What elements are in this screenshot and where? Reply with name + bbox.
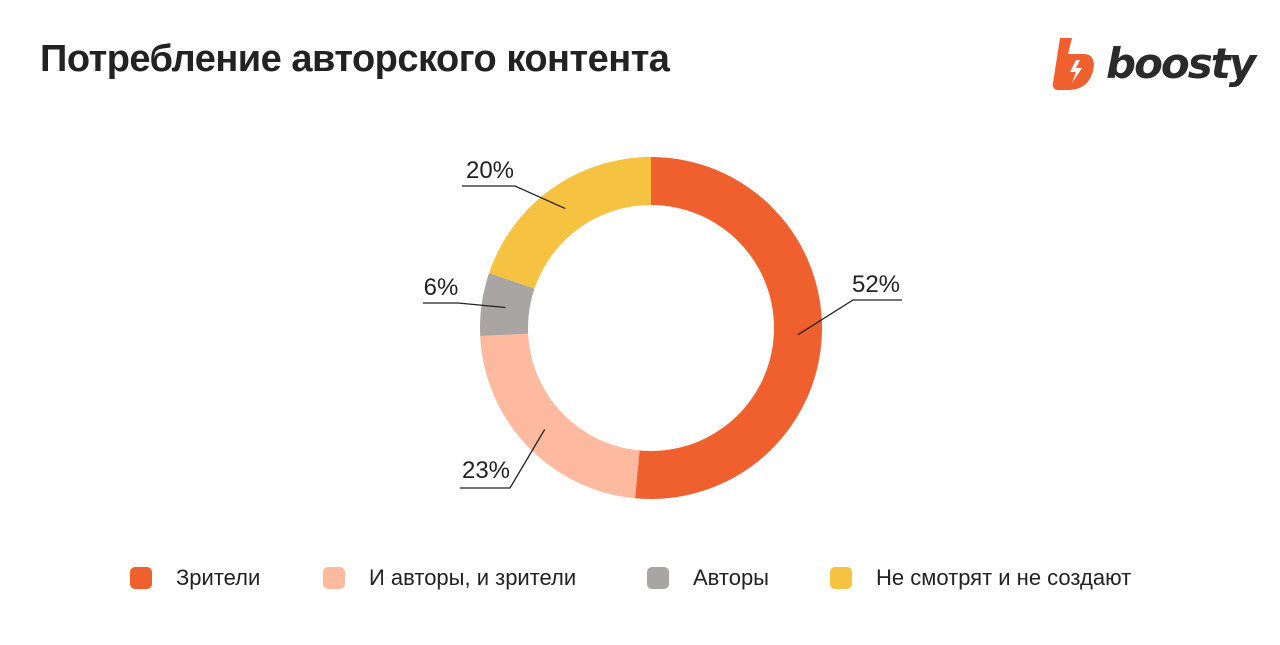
- donut-slice: [489, 157, 651, 289]
- leader-line: [460, 429, 546, 489]
- boosty-wordmark: boosty: [1106, 39, 1256, 88]
- data-label: 6%: [424, 274, 459, 301]
- leader-line: [423, 302, 506, 309]
- chart-legend: Зрители И авторы, и зрители Авторы Не см…: [0, 565, 1280, 597]
- donut-slice: [480, 333, 640, 499]
- legend-label: Не смотрят и не создают: [876, 565, 1132, 590]
- legend-label: И авторы, и зрители: [369, 565, 577, 590]
- donut-slice: [480, 273, 535, 336]
- legend-item-authors-and-viewers: И авторы, и зрители: [323, 565, 576, 591]
- legend-item-authors: Авторы: [647, 565, 769, 591]
- boosty-bolt-icon: [1052, 38, 1094, 90]
- legend-item-viewers: Зрители: [130, 565, 260, 591]
- data-label: 23%: [462, 457, 510, 484]
- donut-slice: [635, 157, 823, 499]
- data-label: 52%: [852, 271, 900, 298]
- legend-swatch: [323, 567, 345, 589]
- leader-line: [462, 185, 566, 210]
- legend-label: Зрители: [176, 565, 261, 590]
- data-label: 20%: [466, 157, 514, 184]
- legend-swatch: [647, 567, 669, 589]
- legend-swatch: [130, 567, 152, 589]
- legend-label: Авторы: [693, 565, 769, 590]
- leader-line: [797, 299, 902, 336]
- chart-title: Потребление авторского контента: [40, 38, 670, 80]
- legend-item-none: Не смотрят и не создают: [830, 565, 1131, 591]
- boosty-logo: boosty: [1052, 36, 1256, 92]
- legend-swatch: [830, 567, 852, 589]
